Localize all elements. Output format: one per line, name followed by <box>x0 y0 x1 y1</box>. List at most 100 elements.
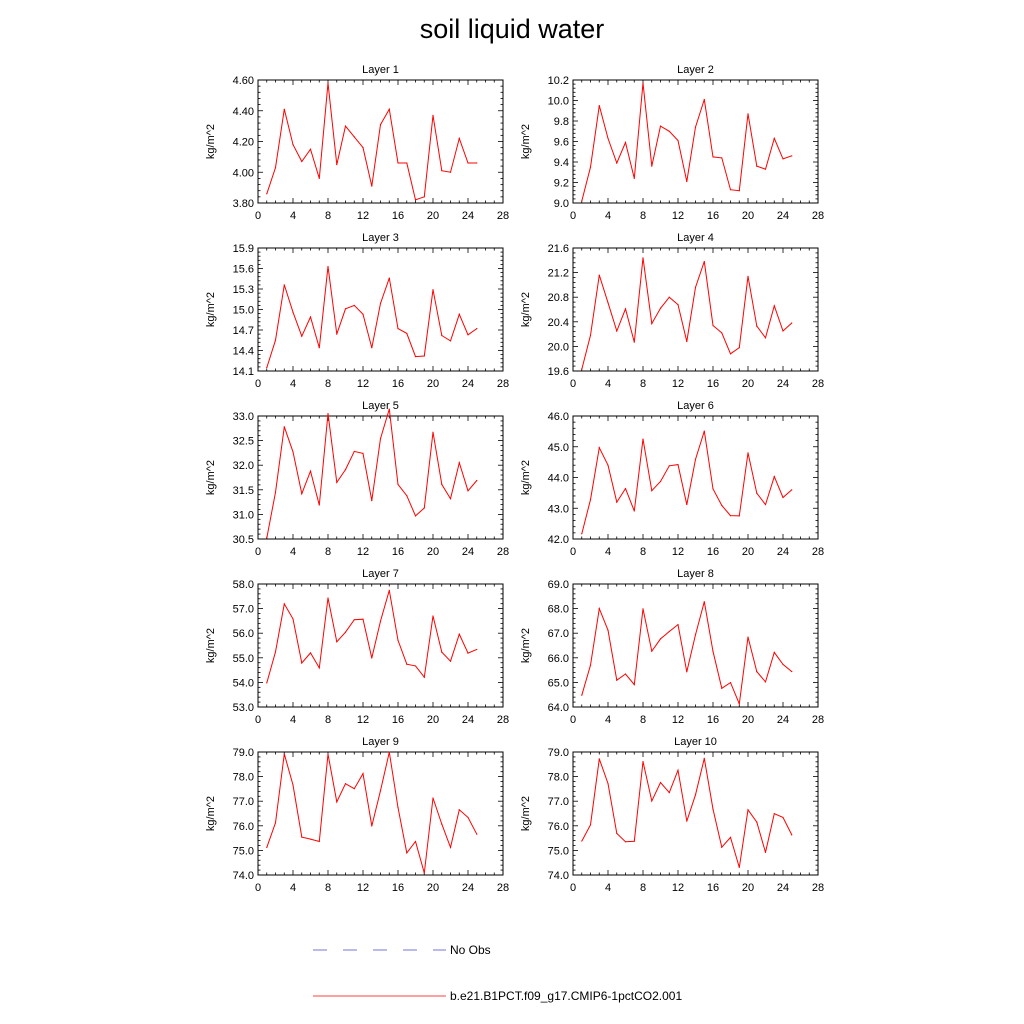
data-point <box>414 515 417 517</box>
x-tick-label: 12 <box>357 378 369 390</box>
x-tick-label: 20 <box>742 882 754 894</box>
data-point <box>327 82 329 84</box>
x-tick-label: 4 <box>290 210 296 222</box>
data-point <box>344 308 347 310</box>
y-tick-label: 31.0 <box>233 509 254 521</box>
x-tick-label: 4 <box>605 378 611 390</box>
data-point <box>274 651 277 653</box>
y-tick-label: 68.0 <box>548 604 569 616</box>
data-point <box>449 498 452 500</box>
data-point <box>441 823 443 825</box>
data-point <box>651 490 653 492</box>
data-point <box>301 160 303 163</box>
data-point <box>581 840 583 842</box>
plot-frame <box>572 415 819 540</box>
data-point <box>659 125 662 127</box>
data-point <box>764 168 767 170</box>
data-point <box>362 773 364 775</box>
data-point <box>406 495 408 497</box>
data-point <box>274 822 277 824</box>
data-point <box>756 670 758 673</box>
data-point <box>782 816 784 819</box>
x-tick-label: 24 <box>462 546 474 558</box>
data-point <box>694 458 697 460</box>
series-line <box>266 408 478 539</box>
y-tick-label: 15.0 <box>233 305 254 317</box>
data-point <box>449 660 452 662</box>
data-point <box>598 447 600 449</box>
chart-panel-5: Layer 5 kg/m^2 0 4 8 12 16 20 24 28 30.5 31.0 31.5 32… <box>205 400 509 558</box>
x-tick-label: 24 <box>462 210 474 222</box>
data-point <box>659 638 662 640</box>
data-point <box>729 682 732 684</box>
data-point <box>624 308 627 310</box>
data-point <box>677 769 679 771</box>
data-point <box>747 452 749 454</box>
data-point <box>318 840 320 843</box>
data-point <box>677 139 679 142</box>
data-point <box>362 313 364 315</box>
data-point <box>712 488 714 490</box>
y-tick-label: 30.5 <box>233 534 254 546</box>
data-point <box>686 671 688 673</box>
x-tick-label: 16 <box>707 378 719 390</box>
data-point <box>406 162 408 164</box>
data-point <box>616 501 618 503</box>
y-axis-label: kg/m^2 <box>520 628 532 663</box>
y-tick-label: 9.6 <box>554 137 569 149</box>
plot-frame <box>257 583 504 708</box>
x-tick-label: 28 <box>812 714 824 726</box>
series-line <box>581 758 793 868</box>
y-tick-label: 57.0 <box>233 604 254 616</box>
data-point <box>327 753 329 755</box>
panel-title: Layer 5 <box>362 400 399 412</box>
data-point <box>712 324 714 327</box>
y-tick-label: 15.6 <box>233 264 254 276</box>
data-point <box>441 651 443 653</box>
data-point <box>598 274 600 276</box>
data-point <box>362 618 364 620</box>
x-tick-label: 0 <box>255 714 261 726</box>
panel-title: Layer 4 <box>677 232 714 244</box>
data-point <box>589 334 592 336</box>
data-point <box>721 687 723 689</box>
x-tick-label: 8 <box>640 714 646 726</box>
data-point <box>651 323 653 325</box>
data-point <box>659 480 662 483</box>
x-tick-label: 12 <box>357 210 369 222</box>
data-point <box>309 148 312 150</box>
data-point <box>476 479 478 482</box>
y-tick-label: 9.0 <box>554 198 569 210</box>
data-point <box>668 296 670 298</box>
y-tick-label: 44.0 <box>548 473 569 485</box>
data-point <box>423 355 425 357</box>
data-point <box>371 825 373 827</box>
data-point <box>607 137 609 140</box>
data-point <box>327 265 329 268</box>
data-point <box>773 137 775 140</box>
data-point <box>318 667 320 669</box>
data-point <box>362 147 364 149</box>
data-point <box>467 816 469 819</box>
data-point <box>388 277 390 279</box>
data-point <box>598 758 600 760</box>
data-point <box>642 257 644 259</box>
data-point <box>388 408 390 410</box>
data-point <box>353 619 355 621</box>
data-point <box>336 163 338 166</box>
data-point <box>283 284 285 286</box>
x-tick-label: 28 <box>497 882 509 894</box>
data-point <box>379 438 382 440</box>
y-tick-label: 74.0 <box>548 870 569 882</box>
y-axis-label: kg/m^2 <box>520 796 532 831</box>
x-tick-label: 16 <box>392 378 404 390</box>
x-tick-label: 8 <box>325 210 331 222</box>
data-point <box>388 108 390 110</box>
x-tick-label: 8 <box>325 882 331 894</box>
y-axis-label: kg/m^2 <box>205 796 217 831</box>
data-point <box>432 289 434 291</box>
data-point <box>589 166 592 168</box>
data-point <box>467 162 469 164</box>
y-tick-label: 10.2 <box>548 75 569 87</box>
x-tick-label: 16 <box>707 210 719 222</box>
